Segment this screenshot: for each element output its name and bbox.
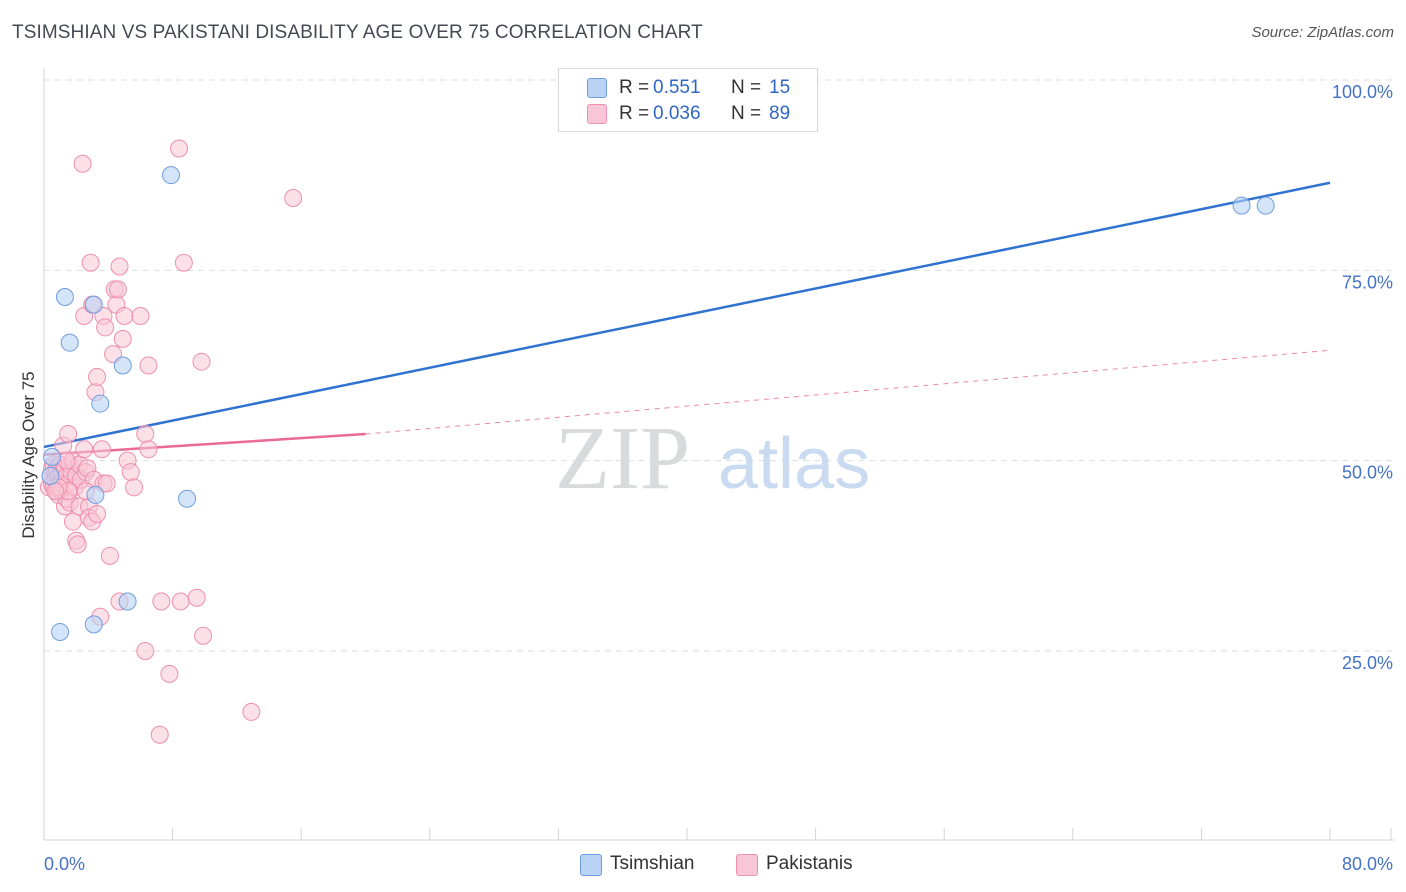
y-tick-label: 100.0%: [1332, 82, 1393, 102]
tsimshian-swatch: [587, 78, 607, 98]
pakistani-point[interactable]: [131, 307, 150, 326]
pakistani-point[interactable]: [63, 512, 82, 531]
tsimshian-trend-line: [43, 181, 1331, 449]
tsimshian-point[interactable]: [60, 333, 79, 352]
tsimshian-r-value: 0.551: [653, 77, 701, 98]
pakistani-point[interactable]: [96, 318, 115, 337]
pakistani-swatch: [587, 104, 607, 124]
y-axis-label: Disability Age Over 75: [19, 371, 38, 538]
gridlines: [44, 79, 1394, 652]
y-tick-label: 25.0%: [1342, 653, 1393, 673]
tsimshian-point[interactable]: [41, 466, 60, 485]
tsimshian-point[interactable]: [43, 447, 62, 466]
n-label: N =: [731, 77, 762, 98]
pakistani-legend-swatch: [736, 854, 758, 876]
tsimshian-point[interactable]: [1256, 196, 1275, 215]
pakistani-r-value: 0.036: [653, 103, 701, 124]
y-tick-label: 50.0%: [1342, 463, 1393, 483]
r-label: R =: [619, 77, 650, 98]
pakistani-point[interactable]: [150, 725, 169, 744]
pakistani-point[interactable]: [284, 189, 303, 208]
tsimshian-point[interactable]: [55, 287, 74, 306]
y-tick-label: 75.0%: [1342, 272, 1393, 292]
tsimshian-point[interactable]: [84, 295, 103, 314]
x-tick-label: 80.0%: [1342, 854, 1393, 874]
tsimshian-point[interactable]: [113, 356, 132, 375]
pakistani-point[interactable]: [108, 280, 127, 299]
pakistani-point[interactable]: [139, 356, 158, 375]
chart-title: TSIMSHIAN VS PAKISTANI DISABILITY AGE OV…: [12, 22, 703, 43]
correlation-legend: R = 0.551 N = 15 R = 0.036 N = 89: [558, 68, 818, 132]
pakistani-point[interactable]: [242, 702, 261, 721]
pakistani-point[interactable]: [100, 546, 119, 565]
pakistani-point[interactable]: [115, 307, 134, 326]
pakistani-point[interactable]: [160, 664, 179, 683]
pakistani-point[interactable]: [187, 588, 206, 607]
pakistani-point[interactable]: [192, 352, 211, 371]
x-tick-label: 0.0%: [44, 854, 85, 874]
pakistani-point[interactable]: [174, 253, 193, 272]
tsimshian-point[interactable]: [118, 592, 137, 611]
watermark-atlas: atlas: [718, 424, 870, 504]
pakistani-point[interactable]: [110, 257, 129, 276]
pakistani-point[interactable]: [170, 139, 189, 158]
pakistani-point[interactable]: [136, 425, 155, 444]
pakistani-point[interactable]: [81, 253, 100, 272]
pakistani-point[interactable]: [121, 463, 140, 482]
tsimshian-n-value: 15: [769, 77, 791, 98]
pakistani-point[interactable]: [136, 642, 155, 660]
tsimshian-point[interactable]: [91, 394, 110, 413]
tsimshian-point[interactable]: [51, 622, 70, 641]
tsimshian-legend-swatch: [580, 854, 602, 876]
pakistani-trend-line-dashed: [365, 349, 1331, 435]
pakistani-point[interactable]: [68, 535, 87, 554]
pakistani-point[interactable]: [139, 440, 158, 459]
n-label: N =: [731, 103, 762, 124]
pakistani-point[interactable]: [113, 329, 132, 348]
pakistani-point[interactable]: [59, 425, 78, 444]
pakistani-point[interactable]: [88, 504, 107, 523]
tsimshian-point[interactable]: [161, 166, 180, 185]
tsimshian-point[interactable]: [178, 489, 197, 508]
pakistani-point[interactable]: [73, 154, 92, 173]
tsimshian-point[interactable]: [1232, 196, 1251, 215]
pakistani-n-value: 89: [769, 103, 791, 124]
pakistani-point[interactable]: [92, 440, 111, 459]
data-points: [39, 139, 1275, 744]
pakistani-point[interactable]: [171, 592, 190, 611]
zipatlas-watermark: ZIP atlas: [555, 409, 870, 508]
r-label: R =: [619, 103, 650, 124]
watermark-zip: ZIP: [555, 409, 690, 508]
pakistani-point[interactable]: [125, 478, 144, 497]
pakistani-point[interactable]: [75, 440, 94, 459]
pakistani-point[interactable]: [46, 482, 65, 501]
pakistani-point[interactable]: [194, 626, 213, 645]
tsimshian-point[interactable]: [84, 615, 103, 634]
pakistani-legend-label: Pakistanis: [766, 853, 853, 874]
source-label: Source: ZipAtlas.com: [1251, 24, 1394, 41]
pakistani-point[interactable]: [152, 592, 171, 611]
pakistani-point[interactable]: [97, 474, 116, 493]
pakistani-point[interactable]: [88, 367, 107, 386]
tsimshian-point[interactable]: [86, 485, 105, 504]
tsimshian-legend-label: Tsimshian: [610, 853, 695, 874]
tick-labels: 25.0% 50.0% 75.0% 100.0% 0.0% 80.0%: [44, 82, 1393, 874]
